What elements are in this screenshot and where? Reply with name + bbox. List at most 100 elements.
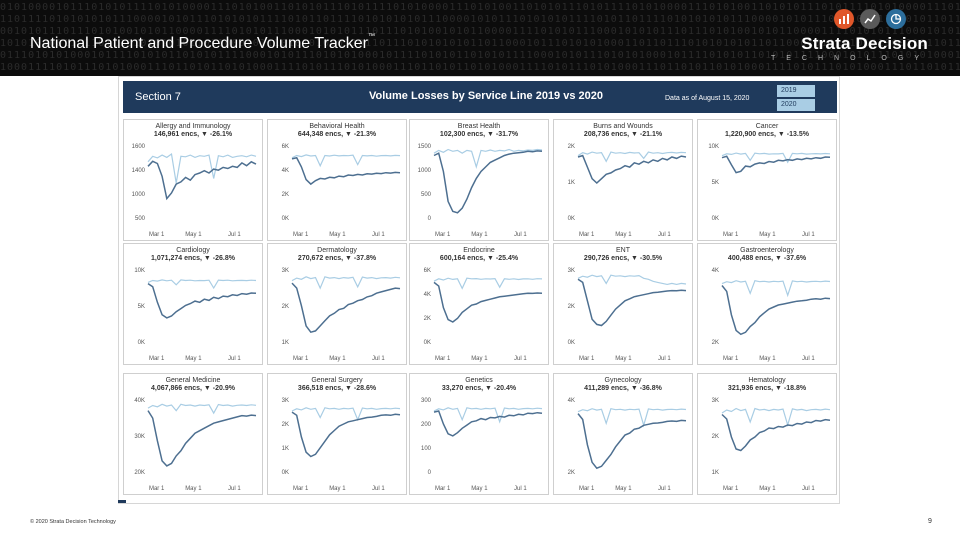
x-tick-label: Mar 1 <box>435 486 451 492</box>
copyright: © 2020 Strata Decision Technology <box>30 519 116 525</box>
y-tick-label: 300 <box>421 398 432 404</box>
y-tick-label: 2K <box>282 304 289 310</box>
x-tick-label: Jul 1 <box>372 232 385 238</box>
x-tick-label: May 1 <box>471 486 488 492</box>
y-tick-label: 1000 <box>418 168 432 174</box>
series-line-2019 <box>721 152 831 164</box>
line-chart: 1K 2K 3K Mar 1 May 1 Jul 1 <box>282 268 401 362</box>
line-chart: 0K 2K 4K 6K Mar 1 May 1 Jul 1 <box>424 268 543 362</box>
x-tick-label: May 1 <box>759 486 776 492</box>
x-tick-label: Mar 1 <box>723 232 739 238</box>
line-chart: 0K 1K 2K Mar 1 May 1 Jul 1 <box>568 144 687 238</box>
x-tick-label: May 1 <box>185 232 202 238</box>
binary-row: 1101111010101010111000010101110101010111… <box>0 14 960 25</box>
chart-panel: Burns and Wounds 208,736 encs, ▼ -21.1% 0K… <box>553 119 693 241</box>
chart-panel: Behavioral Health 644,348 encs, ▼ -21.3% 0… <box>267 119 407 241</box>
y-tick-label: 200 <box>421 422 432 428</box>
binary-row: 0010101110111010100101011000011110101011… <box>0 26 960 37</box>
chart-panel: Dermatology 270,672 encs, ▼ -37.8% 1K 2K 3K M… <box>267 243 407 365</box>
line-chart: 0 100 200 300 Mar 1 May 1 Jul 1 <box>421 398 543 492</box>
binary-row: 0101000010111010101111010100001110101001… <box>0 2 960 13</box>
series-line-2020 <box>577 413 687 470</box>
page-title: National Patient and Procedure Volume Tr… <box>30 33 375 52</box>
chart-title: Behavioral Health <box>309 123 365 130</box>
chart-title: Endocrine <box>463 247 495 254</box>
dashboard-frame: Section 7 Volume Losses by Service Line … <box>118 76 840 504</box>
binary-background: 0101000010111010101111010100001110101001… <box>0 2 960 74</box>
y-tick-label: 0K <box>282 216 289 222</box>
y-tick-label: 500 <box>421 192 432 198</box>
chart-panel: Cancer 1,220,900 encs, ▼ -13.5% 0K 5K 10K Mar… <box>697 119 837 241</box>
x-tick-label: Jul 1 <box>228 232 241 238</box>
x-tick-label: Jul 1 <box>802 356 815 362</box>
y-tick-label: 6K <box>424 268 431 274</box>
chart-subtitle: 411,289 encs, ▼ -36.8% <box>584 385 662 392</box>
x-tick-label: Mar 1 <box>149 356 165 362</box>
x-tick-label: May 1 <box>329 232 346 238</box>
y-tick-label: 4K <box>424 292 431 298</box>
page-number: 9 <box>928 518 932 525</box>
y-tick-label: 2K <box>568 304 575 310</box>
brand-tagline: TECHNOLOGY <box>770 55 930 62</box>
chart-subtitle: 400,488 encs, ▼ -37.6% <box>727 255 807 262</box>
pie-chart-icon <box>886 9 906 29</box>
series-line-2020 <box>433 150 543 214</box>
x-tick-label: Jul 1 <box>658 356 671 362</box>
dashboard-title: Volume Losses by Service Line 2019 vs 20… <box>369 90 603 102</box>
x-tick-label: Jul 1 <box>514 486 527 492</box>
series-line-2020 <box>147 410 257 467</box>
series-line-2019 <box>291 407 401 422</box>
x-tick-label: May 1 <box>759 356 776 362</box>
series-line-2019 <box>721 280 831 298</box>
x-tick-label: Jul 1 <box>658 232 671 238</box>
y-tick-label: 1600 <box>132 144 146 150</box>
y-tick-label: 5K <box>138 304 145 310</box>
y-tick-label: 100 <box>421 446 432 452</box>
y-tick-label: 2K <box>712 340 719 346</box>
x-tick-label: May 1 <box>471 232 488 238</box>
x-tick-label: May 1 <box>759 232 776 238</box>
chart-panel: Hematology 321,936 encs, ▼ -18.8% 1K 2K 3K Ma… <box>697 373 837 495</box>
chart-subtitle: 33,270 encs, ▼ -20.4% <box>441 385 517 392</box>
series-line-2019 <box>147 279 257 290</box>
y-tick-label: 6K <box>282 144 289 150</box>
line-chart: 2K 4K Mar 1 May 1 Jul 1 <box>568 398 687 492</box>
chart-panel: Gynecology 411,289 encs, ▼ -36.8% 2K 4K Mar … <box>553 373 693 495</box>
chart-panel: Endocrine 600,164 encs, ▼ -25.4% 0K 2K 4K 6K M… <box>409 243 549 365</box>
y-tick-label: 1400 <box>132 168 146 174</box>
chart-subtitle: 290,726 encs, ▼ -30.5% <box>583 255 663 262</box>
y-tick-label: 0K <box>712 216 719 222</box>
x-tick-label: Mar 1 <box>579 486 595 492</box>
chart-title: Dermatology <box>317 247 357 254</box>
x-tick-label: Jul 1 <box>514 356 527 362</box>
chart-panel: General Surgery 366,518 encs, ▼ -28.6% 0K 1… <box>267 373 407 495</box>
series-line-2020 <box>147 160 257 201</box>
x-tick-label: Jul 1 <box>514 232 527 238</box>
y-tick-label: 20K <box>134 470 145 476</box>
chart-title: General Medicine <box>165 377 221 384</box>
x-tick-label: Jul 1 <box>228 356 241 362</box>
x-tick-label: Mar 1 <box>149 232 165 238</box>
y-tick-label: 4K <box>282 168 289 174</box>
y-tick-label: 30K <box>134 434 145 440</box>
y-tick-label: 500 <box>135 216 146 222</box>
y-tick-label: 10K <box>134 268 145 274</box>
y-tick-label: 2K <box>282 422 289 428</box>
series-line-2019 <box>721 407 831 428</box>
y-tick-label: 2K <box>712 434 719 440</box>
chart-subtitle: 102,300 encs, ▼ -31.7% <box>439 131 519 138</box>
bar-chart-icon <box>834 9 854 29</box>
data-date-note: Data as of August 15, 2020 <box>665 95 750 102</box>
chart-title: Breast Health <box>457 123 501 130</box>
x-tick-label: Jul 1 <box>802 486 815 492</box>
line-chart: 500 1000 1400 1600 Mar 1 May 1 Jul 1 <box>132 144 257 238</box>
series-line-2019 <box>147 152 257 184</box>
line-chart: 0K 2K 3K Mar 1 May 1 Jul 1 <box>568 268 687 362</box>
y-tick-label: 4K <box>568 398 575 404</box>
x-tick-label: Mar 1 <box>149 486 165 492</box>
series-line-2019 <box>433 407 543 424</box>
chart-subtitle: 208,736 encs, ▼ -21.1% <box>583 131 663 138</box>
chart-subtitle: 4,067,866 encs, ▼ -20.9% <box>151 385 235 392</box>
y-tick-label: 40K <box>134 398 145 404</box>
series-line-2020 <box>721 413 831 452</box>
